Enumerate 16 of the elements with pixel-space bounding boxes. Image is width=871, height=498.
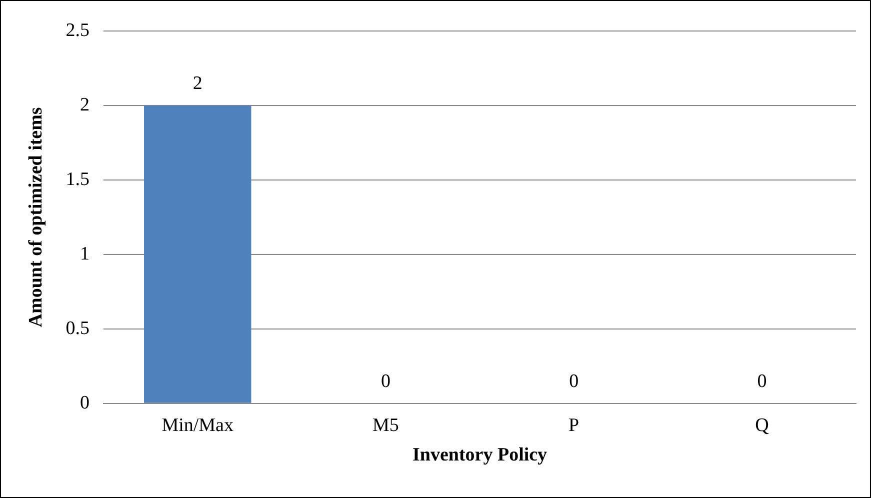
y-tick-label: 0.5 (66, 318, 90, 339)
x-tick-label: P (568, 414, 580, 436)
y-axis-title: Amount of optimized items (25, 107, 46, 328)
data-label: 2 (192, 72, 202, 94)
y-tick-label: 2 (80, 94, 90, 116)
x-tick-label: Q (755, 414, 770, 436)
x-axis-title: Inventory Policy (412, 444, 548, 466)
data-label: 0 (757, 370, 767, 392)
y-tick-label: 0 (80, 392, 90, 414)
data-label: 0 (569, 370, 579, 392)
x-tick-label: M5 (372, 414, 399, 436)
y-tick-label: 1.5 (66, 168, 90, 190)
data-label: 0 (380, 370, 390, 392)
y-tick-label: 1 (80, 243, 90, 264)
y-tick-label: 2.5 (66, 20, 90, 41)
x-tick-label: Min/Max (162, 414, 234, 436)
